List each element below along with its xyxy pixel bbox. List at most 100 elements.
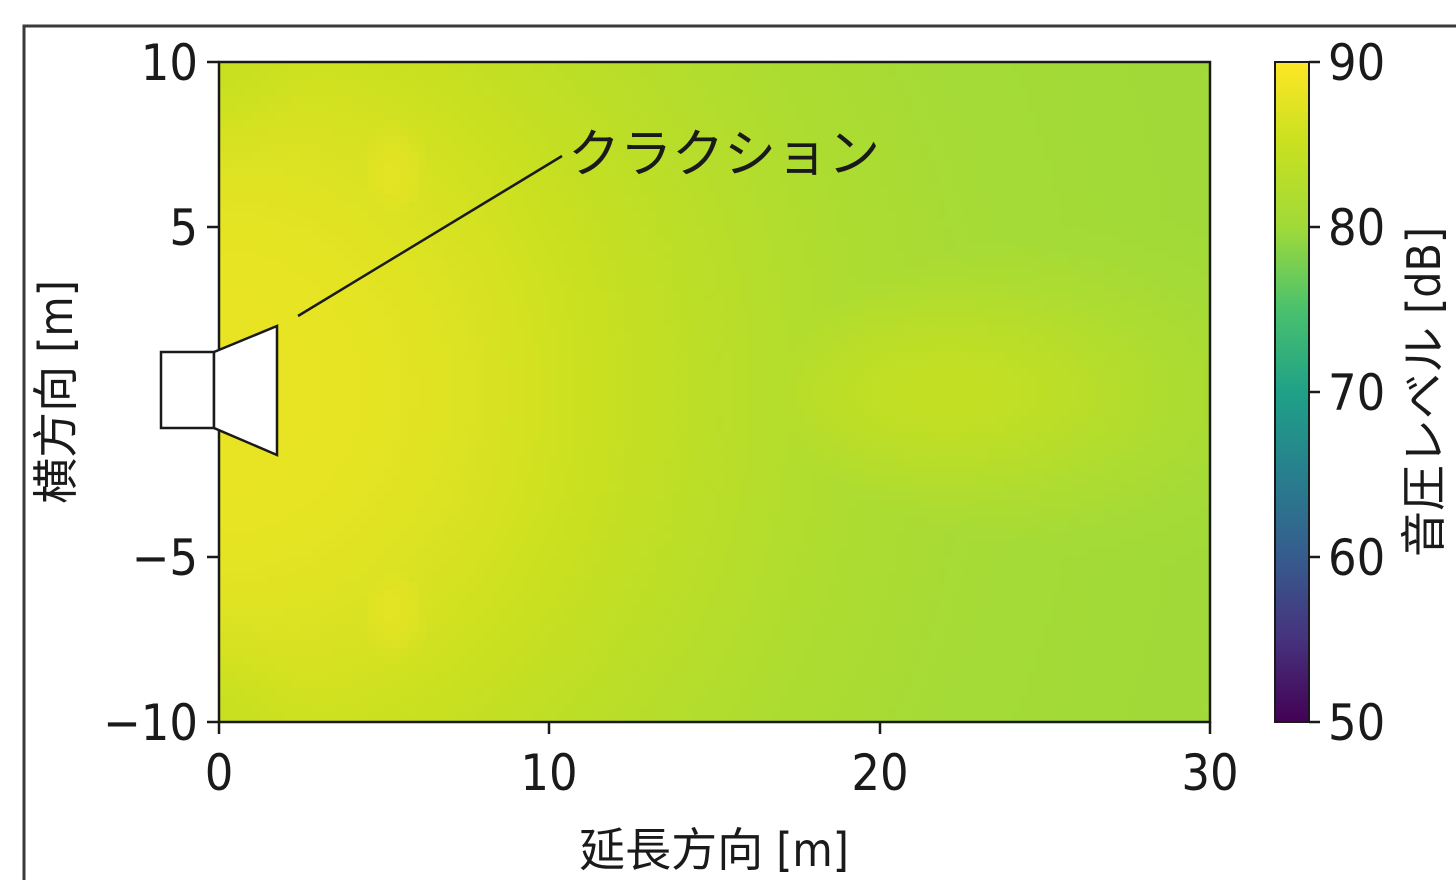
heatmap-cell [491, 144, 501, 154]
heatmap-cell [962, 260, 972, 269]
heatmap-cell [1185, 227, 1195, 236]
heatmap-cell [1135, 119, 1145, 129]
heatmap-cell [772, 144, 782, 154]
heatmap-cell [929, 227, 939, 236]
heatmap-cell [681, 334, 691, 344]
heatmap-cell [681, 359, 691, 368]
heatmap-cell [219, 260, 228, 269]
heatmap-cell [772, 276, 782, 286]
heatmap-cell [615, 326, 625, 335]
heatmap-cell [673, 383, 683, 393]
heatmap-cell [483, 62, 493, 71]
heatmap-cell [995, 350, 1005, 360]
heatmap-cell [664, 293, 674, 302]
heatmap-cell [871, 268, 881, 278]
heatmap-cell [805, 128, 815, 137]
heatmap-cell [1176, 177, 1186, 187]
heatmap-cell [1003, 383, 1013, 393]
heatmap-cell [1044, 70, 1054, 80]
heatmap-cell [830, 194, 839, 203]
heatmap-cell [640, 367, 650, 377]
heatmap-cell [970, 317, 980, 327]
heatmap-cell [887, 210, 897, 220]
heatmap-cell [896, 202, 906, 212]
heatmap-cell [1135, 169, 1145, 179]
heatmap-cell [252, 152, 261, 162]
heatmap-cell [524, 169, 534, 179]
heatmap-cell [1053, 260, 1062, 269]
heatmap-cell [788, 260, 798, 269]
heatmap-cell [879, 136, 889, 146]
heatmap-cell [433, 268, 443, 278]
heatmap-cell [879, 243, 889, 253]
heatmap-cell [285, 227, 294, 236]
heatmap-cell [920, 326, 930, 335]
heatmap-cell [838, 284, 848, 294]
heatmap-cell [640, 128, 650, 137]
heatmap-cell [574, 161, 583, 170]
heatmap-cell [582, 78, 592, 88]
heatmap-cell [367, 161, 377, 170]
heatmap-cell [549, 392, 559, 401]
heatmap-cell [904, 251, 914, 261]
heatmap-cell [252, 136, 261, 146]
heatmap-cell [706, 78, 716, 88]
heatmap-cell [1044, 260, 1054, 269]
heatmap-cell [1011, 128, 1021, 137]
heatmap-cell [351, 185, 360, 195]
heatmap-cell [227, 334, 237, 344]
heatmap-cell [714, 400, 724, 410]
heatmap-cell [995, 194, 1005, 203]
heatmap-cell [755, 218, 765, 228]
heatmap-cell [433, 152, 443, 162]
heatmap-cell [582, 367, 592, 377]
heatmap-cell [351, 86, 360, 96]
heatmap-cell [1069, 194, 1079, 203]
heatmap-cell [945, 260, 955, 269]
heatmap-cell [863, 194, 873, 203]
heatmap-cell [582, 218, 592, 228]
heatmap-cell [219, 119, 228, 129]
heatmap-cell [780, 86, 790, 96]
heatmap-cell [433, 218, 443, 228]
heatmap-cell [1069, 144, 1079, 154]
heatmap-cell [937, 293, 947, 302]
heatmap-cell [1176, 218, 1186, 228]
heatmap-cell [739, 251, 749, 261]
heatmap-cell [805, 111, 815, 121]
heatmap-cell [342, 78, 352, 88]
heatmap-cell [962, 70, 972, 80]
heatmap-cell [574, 342, 583, 352]
heatmap-cell [1028, 309, 1038, 319]
heatmap-cell [1028, 359, 1038, 368]
heatmap-cell [359, 152, 369, 162]
heatmap-cell [491, 342, 501, 352]
heatmap-cell [780, 293, 790, 302]
heatmap-cell [697, 177, 707, 187]
heatmap-cell [797, 70, 806, 80]
heatmap-cell [400, 185, 410, 195]
heatmap-cell [425, 243, 435, 253]
heatmap-cell [739, 194, 749, 203]
heatmap-cell [433, 367, 443, 377]
heatmap-cell [342, 375, 352, 385]
heatmap-cell [978, 202, 988, 212]
heatmap-cell [846, 111, 856, 121]
heatmap-cell [615, 177, 625, 187]
heatmap-cell [607, 317, 616, 327]
heatmap-cell [673, 334, 683, 344]
heatmap-cell [508, 128, 517, 137]
heatmap-cell [731, 260, 740, 269]
heatmap-cell [607, 251, 616, 261]
heatmap-cell [342, 293, 352, 302]
heatmap-cell [995, 202, 1005, 212]
heatmap-cell [243, 169, 253, 179]
heatmap-cell [623, 169, 633, 179]
heatmap-cell [532, 317, 542, 327]
heatmap-cell [772, 227, 782, 236]
heatmap-cell [367, 136, 377, 146]
heatmap-cell [268, 70, 278, 80]
heatmap-cell [747, 210, 757, 220]
heatmap-cell [417, 194, 427, 203]
heatmap-cell [1185, 202, 1195, 212]
